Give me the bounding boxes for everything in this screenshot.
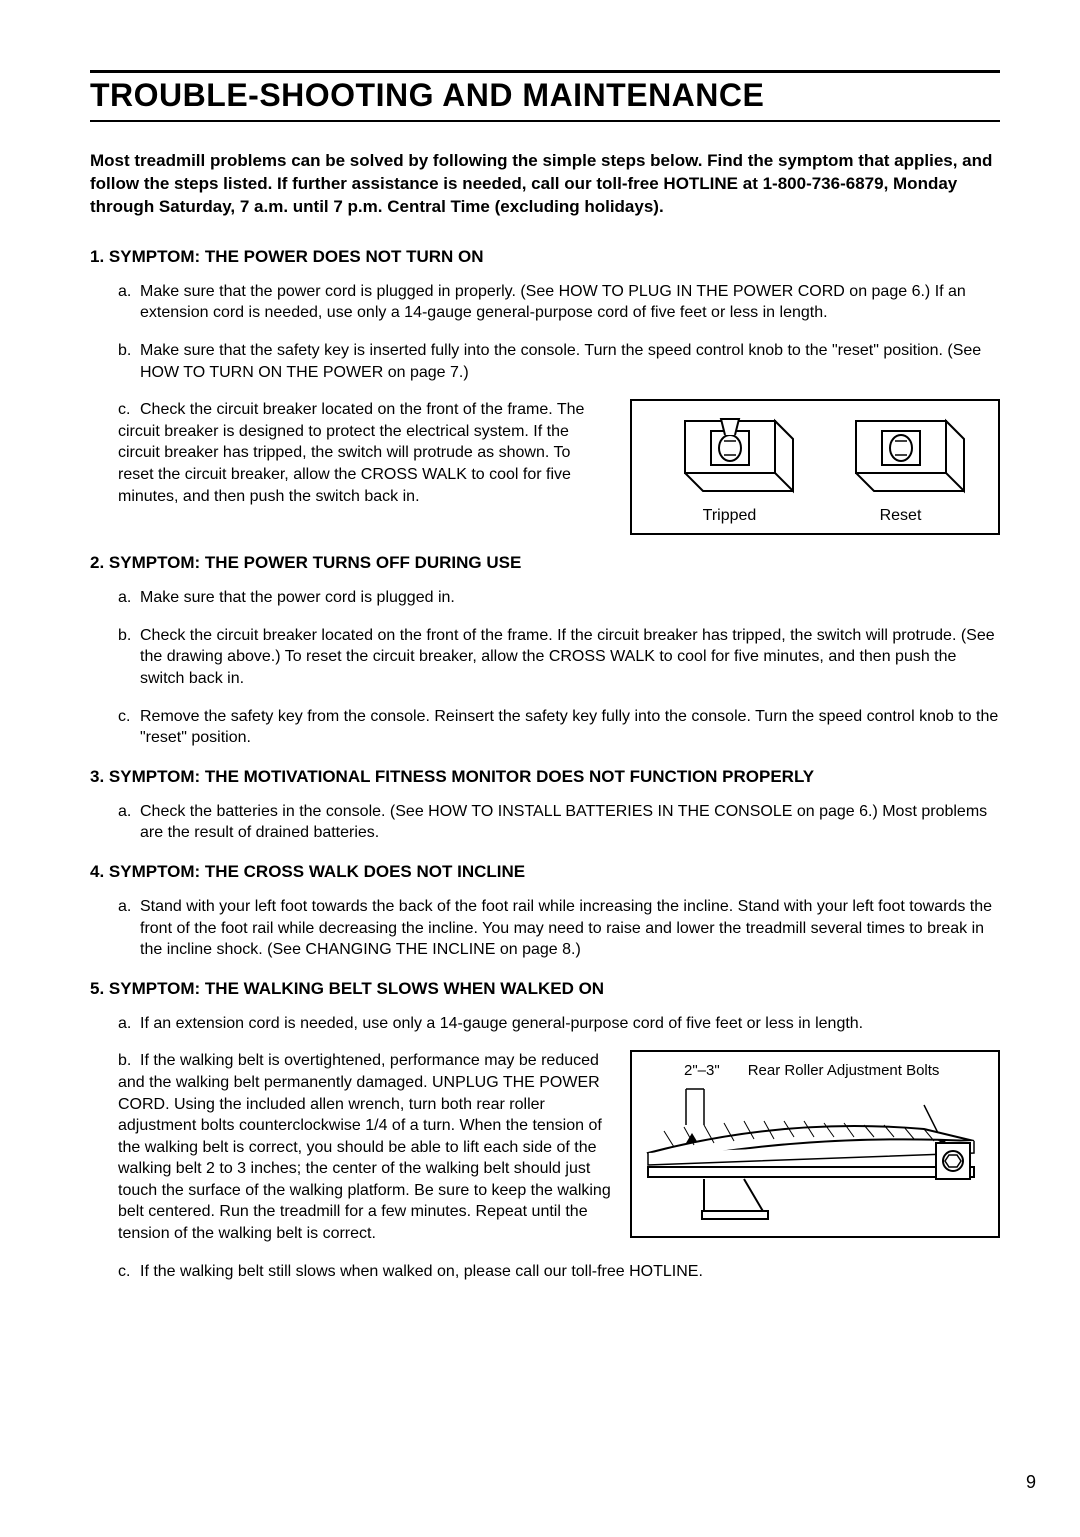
step-letter: a. — [118, 1013, 140, 1035]
step-text: Stand with your left foot towards the ba… — [140, 896, 1000, 961]
breaker-tripped-col: Tripped — [665, 411, 795, 525]
breaker-tripped-icon — [665, 411, 795, 501]
belt-adjustment-icon — [644, 1083, 990, 1223]
step-text: Make sure that the power cord is plugged… — [140, 587, 1000, 609]
belt-gap-label: 2"–3" — [684, 1062, 720, 1079]
breaker-reset-label: Reset — [880, 507, 922, 525]
symptom-5-step-b-row: b.If the walking belt is overtightened, … — [118, 1050, 1000, 1244]
circuit-breaker-figure: Tripped Reset — [630, 399, 1000, 535]
step-text: If an extension cord is needed, use only… — [140, 1013, 1000, 1035]
step-letter: c. — [118, 1261, 140, 1283]
step-letter: a. — [118, 281, 140, 324]
step-text: If the walking belt is overtightened, pe… — [118, 1052, 611, 1242]
intro-paragraph: Most treadmill problems can be solved by… — [90, 150, 1000, 219]
step-letter: c. — [118, 399, 140, 421]
symptom-1-head: 1. SYMPTOM: THE POWER DOES NOT TURN ON — [90, 247, 1000, 267]
step-letter: c. — [118, 706, 140, 749]
step-text: Check the circuit breaker located on the… — [140, 625, 1000, 690]
page-title: TROUBLE-SHOOTING AND MAINTENANCE — [90, 77, 1000, 114]
symptom-3-head: 3. SYMPTOM: THE MOTIVATIONAL FITNESS MON… — [90, 767, 1000, 787]
step-text: Check the batteries in the console. (See… — [140, 801, 1000, 844]
symptom-1-step-a: a. Make sure that the power cord is plug… — [118, 281, 1000, 324]
step-text: If the walking belt still slows when wal… — [140, 1261, 1000, 1283]
step-letter: b. — [118, 340, 140, 383]
step-letter: a. — [118, 896, 140, 961]
belt-bolt-label: Rear Roller Adjustment Bolts — [748, 1062, 940, 1079]
symptom-1-step-b: b. Make sure that the safety key is inse… — [118, 340, 1000, 383]
step-text: Make sure that the safety key is inserte… — [140, 340, 1000, 383]
step-text: Make sure that the power cord is plugged… — [140, 281, 1000, 324]
page-number: 9 — [1026, 1472, 1036, 1493]
breaker-reset-icon — [836, 411, 966, 501]
symptom-1-step-c: c.Check the circuit breaker located on t… — [118, 399, 610, 507]
belt-adjustment-figure: 2"–3" Rear Roller Adjustment Bolts — [630, 1050, 1000, 1238]
symptom-2-step-b: b. Check the circuit breaker located on … — [118, 625, 1000, 690]
step-text: Check the circuit breaker located on the… — [118, 401, 584, 504]
symptom-5-step-b: b.If the walking belt is overtightened, … — [118, 1050, 612, 1244]
symptom-1-step-c-row: c.Check the circuit breaker located on t… — [118, 399, 1000, 535]
symptom-2-step-a: a. Make sure that the power cord is plug… — [118, 587, 1000, 609]
symptom-5-head: 5. SYMPTOM: THE WALKING BELT SLOWS WHEN … — [90, 979, 1000, 999]
symptom-3-step-a: a. Check the batteries in the console. (… — [118, 801, 1000, 844]
symptom-2-step-c: c. Remove the safety key from the consol… — [118, 706, 1000, 749]
document-page: TROUBLE-SHOOTING AND MAINTENANCE Most tr… — [0, 0, 1080, 1537]
step-letter: b. — [118, 625, 140, 690]
belt-figure-labels: 2"–3" Rear Roller Adjustment Bolts — [644, 1062, 986, 1079]
step-letter: b. — [118, 1050, 140, 1072]
symptom-4-step-a: a. Stand with your left foot towards the… — [118, 896, 1000, 961]
symptom-5-step-c: c. If the walking belt still slows when … — [118, 1261, 1000, 1283]
breaker-reset-col: Reset — [836, 411, 966, 525]
symptom-4-head: 4. SYMPTOM: THE CROSS WALK DOES NOT INCL… — [90, 862, 1000, 882]
step-letter: a. — [118, 587, 140, 609]
breaker-tripped-label: Tripped — [703, 507, 757, 525]
symptom-2-head: 2. SYMPTOM: THE POWER TURNS OFF DURING U… — [90, 553, 1000, 573]
step-text: Remove the safety key from the console. … — [140, 706, 1000, 749]
step-letter: a. — [118, 801, 140, 844]
title-rule-bottom — [90, 120, 1000, 122]
title-rule-top — [90, 70, 1000, 73]
symptom-5-step-a: a. If an extension cord is needed, use o… — [118, 1013, 1000, 1035]
